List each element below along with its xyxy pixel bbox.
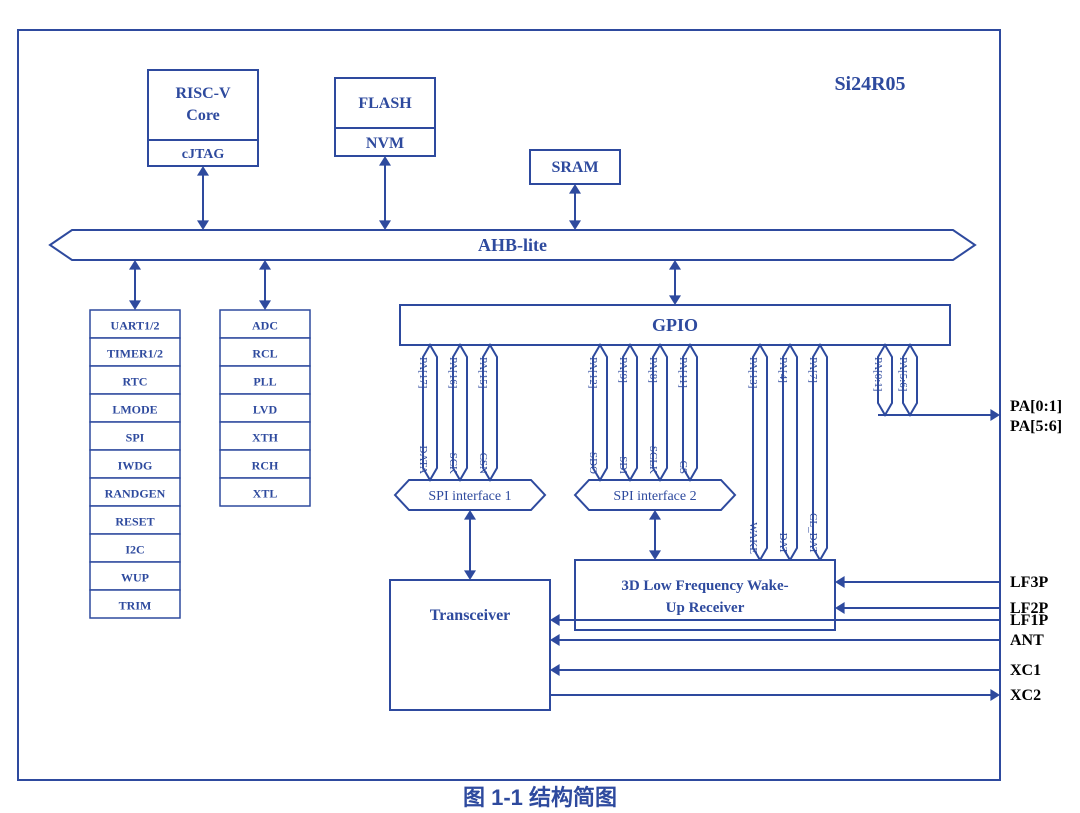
spi1-sig-1-bot: SCK: [447, 453, 459, 474]
left-stack-label-6: RANDGEN: [105, 487, 166, 501]
lf-sig-2-bot: CL_DAT: [807, 513, 819, 554]
ant: ANT: [1010, 632, 1044, 649]
spi2-sig-0-top: PA[12]: [587, 357, 599, 388]
spi2-sig-0-bot: SDO: [587, 452, 599, 474]
left-stack-label-8: I2C: [125, 543, 144, 557]
transceiver-box: [390, 580, 550, 710]
left-stack-label-9: WUP: [121, 571, 149, 585]
spi1-sig-0-top: PA[17]: [417, 357, 429, 388]
lfwake-l2: Up Receiver: [666, 600, 745, 616]
spi-interface-1-label: SPI interface 1: [428, 489, 511, 504]
mid-stack-label-2: PLL: [253, 375, 276, 389]
left-stack-label-5: IWDG: [118, 459, 153, 473]
mid-stack-label-0: ADC: [252, 319, 278, 333]
spi2-sig-3-bot: CS: [677, 461, 689, 474]
lfwake-l1: 3D Low Frequency Wake-: [621, 578, 788, 594]
mid-stack-label-3: LVD: [253, 403, 278, 417]
left-stack-label-10: TRIM: [119, 599, 152, 613]
ext-pa-lbl-0: PA[0:1]: [872, 357, 884, 391]
left-stack-label-1: TIMER1/2: [107, 347, 163, 361]
lf1p: LF1P: [1010, 612, 1048, 629]
ext-pa-out-1: PA[5:6]: [1010, 418, 1062, 435]
riscv-label1: RISC-V: [175, 85, 231, 102]
xc1: XC1: [1010, 662, 1041, 679]
spi1-sig-2-top: PA[15]: [477, 357, 489, 388]
lf-sig-1-top: PA[4]: [777, 357, 789, 383]
spi2-sig-1-bot: SDI: [617, 456, 629, 474]
mid-stack-label-6: XTL: [253, 487, 278, 501]
spi2-sig-1-top: PA[9]: [617, 357, 629, 383]
spi2-sig-2-top: PA[8]: [647, 357, 659, 383]
mid-stack-label-1: RCL: [252, 347, 277, 361]
left-stack-label-4: SPI: [126, 431, 145, 445]
gpio-label: GPIO: [652, 315, 698, 335]
spi-interface-2-label: SPI interface 2: [613, 489, 696, 504]
lf-sig-2-top: PA[7]: [807, 357, 819, 383]
left-stack-label-2: RTC: [123, 375, 148, 389]
ext-pa-lbl-1: PA[5:6]: [897, 357, 909, 391]
mid-stack-label-5: RCH: [252, 459, 279, 473]
flash-label: FLASH: [358, 95, 412, 112]
lf-sig-1-bot: DAT: [777, 533, 789, 555]
lf3p: LF3P: [1010, 574, 1048, 591]
riscv-label2: Core: [186, 107, 219, 124]
cjtag-label: cJTAG: [182, 147, 225, 162]
figure-caption: 图 1-1 结构简图: [463, 785, 617, 810]
left-stack-label-0: UART1/2: [111, 319, 160, 333]
spi2-sig-2-bot: SCLK: [647, 446, 659, 474]
lf-sig-0-top: PA[13]: [747, 357, 759, 388]
chip-label: Si24R05: [834, 73, 905, 95]
spi1-sig-0-bot: DATA: [417, 446, 429, 475]
spi1-sig-1-top: PA[16]: [447, 357, 459, 388]
riscv-core: [148, 70, 258, 140]
left-stack-label-7: RESET: [115, 515, 154, 529]
sram-label: SRAM: [551, 159, 598, 176]
transceiver-label: Transceiver: [430, 607, 511, 624]
spi2-sig-3-top: PA[11]: [677, 357, 689, 388]
lf-sig-0-bot: WAKE: [747, 522, 759, 554]
ahb-bus-label: AHB-lite: [478, 235, 547, 255]
spi1-sig-2-bot: CSN: [477, 453, 489, 474]
xc2: XC2: [1010, 687, 1041, 704]
nvm-label: NVM: [366, 135, 404, 152]
left-stack-label-3: LMODE: [112, 403, 157, 417]
ext-pa-out-0: PA[0:1]: [1010, 398, 1062, 415]
mid-stack-label-4: XTH: [252, 431, 279, 445]
